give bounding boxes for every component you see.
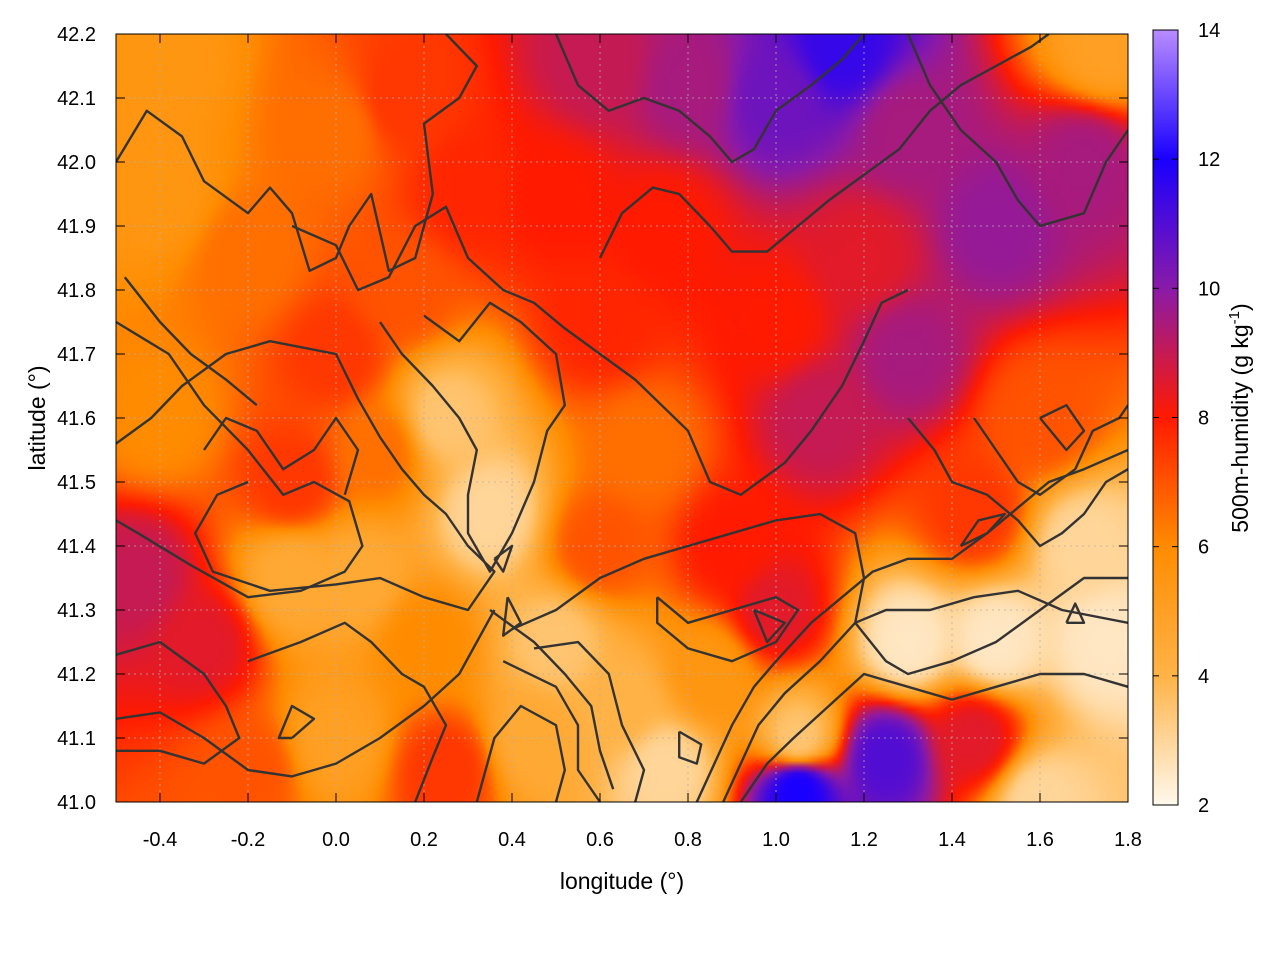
- contour-line: [379, 301, 566, 573]
- contour-line: [678, 730, 703, 765]
- x-tick-label: 1.2: [850, 829, 878, 851]
- contour-lines: [116, 34, 1128, 802]
- y-tick-label: 41.3: [57, 600, 96, 622]
- y-tick-label: 42.2: [57, 24, 96, 46]
- colorbar-title-sup: -1: [1226, 311, 1243, 324]
- y-tick-label: 41.6: [57, 408, 96, 430]
- contour-line: [489, 609, 615, 790]
- x-tick-label: 0.2: [410, 829, 438, 851]
- contour-line: [533, 640, 646, 802]
- contour-line: [656, 596, 800, 663]
- x-tick-label: -0.4: [143, 829, 177, 851]
- colorbar-tick-label: 6: [1198, 537, 1209, 559]
- contour-line: [695, 448, 1128, 802]
- contour-line: [511, 512, 1128, 676]
- contour-line: [116, 34, 478, 272]
- contour-line: [502, 660, 601, 802]
- contour-line: [739, 672, 1128, 802]
- contour-line: [1039, 404, 1086, 452]
- y-axis: 41.0 41.1 41.2 41.3 41.4 41.5 41.6 41.7 41.8 41.9…: [57, 24, 1128, 814]
- contour-line: [116, 320, 364, 599]
- contour-line: [598, 34, 1050, 259]
- y-tick-label: 41.7: [57, 344, 96, 366]
- colorbar: 2 4 6 8 10 12 14 500m-humidity (g kg-1): [1152, 20, 1253, 817]
- contour-line: [116, 340, 496, 612]
- contour-line: [554, 34, 865, 164]
- colorbar-tick-label: 4: [1198, 666, 1209, 688]
- x-tick-label: 1.4: [938, 829, 966, 851]
- contour-line: [959, 512, 1006, 548]
- contour-line: [1065, 602, 1086, 624]
- contour-line: [116, 640, 241, 765]
- x-tick-label: 0.0: [322, 829, 350, 851]
- x-tick-label: 0.4: [498, 829, 526, 851]
- colorbar-tick-label: 8: [1198, 408, 1209, 430]
- y-tick-label: 41.4: [57, 536, 96, 558]
- contour-line: [973, 404, 1128, 496]
- y-tick-label: 41.8: [57, 280, 96, 302]
- contour-line: [291, 205, 909, 496]
- colorbar-title-end: ): [1227, 303, 1253, 311]
- colorbar-tick-label: 2: [1198, 795, 1209, 817]
- y-tick-label: 41.1: [57, 728, 96, 750]
- colorbar-title: 500m-humidity (g kg-1): [1226, 303, 1253, 532]
- y-tick-label: 41.5: [57, 472, 96, 494]
- y-tick-label: 42.1: [57, 88, 96, 110]
- x-axis-title: longitude (°): [560, 868, 684, 894]
- contour-line: [277, 704, 316, 740]
- y-tick-label: 41.0: [57, 792, 96, 814]
- x-tick-label: 0.8: [674, 829, 702, 851]
- contour-line: [722, 589, 1128, 802]
- y-tick-label: 42.0: [57, 152, 96, 174]
- colorbar-ticks: 2 4 6 8 10 12 14: [1153, 20, 1220, 817]
- colorbar-tick-label: 14: [1198, 20, 1220, 42]
- contour-line: [502, 596, 522, 637]
- y-tick-label: 41.9: [57, 216, 96, 238]
- x-tick-label: 1.8: [1114, 829, 1142, 851]
- y-tick-label: 41.2: [57, 664, 96, 686]
- x-tick-label: 1.0: [762, 829, 790, 851]
- colorbar-tick-label: 12: [1198, 149, 1220, 171]
- contour-line: [247, 621, 448, 802]
- contour-line: [752, 608, 786, 644]
- x-tick-label: 1.6: [1026, 829, 1054, 851]
- contour-line: [475, 704, 566, 802]
- y-axis-title: latitude (°): [24, 365, 50, 470]
- contour-line: [123, 276, 258, 407]
- contour-line: [203, 416, 360, 496]
- x-tick-label: -0.2: [231, 829, 265, 851]
- colorbar-tick-label: 10: [1198, 278, 1220, 300]
- colorbar-title-main: 500m-humidity (g kg: [1227, 324, 1253, 532]
- contour-line: [906, 34, 1128, 228]
- contour-line: [493, 544, 514, 573]
- contour-line: [116, 609, 496, 778]
- x-axis: -0.4 -0.2 0.0 0.2 0.4 0.6 0.8 1.0 1.2 1.4 1.6 1.8: [143, 34, 1142, 851]
- contour-line: [907, 417, 1128, 548]
- x-tick-label: 0.6: [586, 829, 614, 851]
